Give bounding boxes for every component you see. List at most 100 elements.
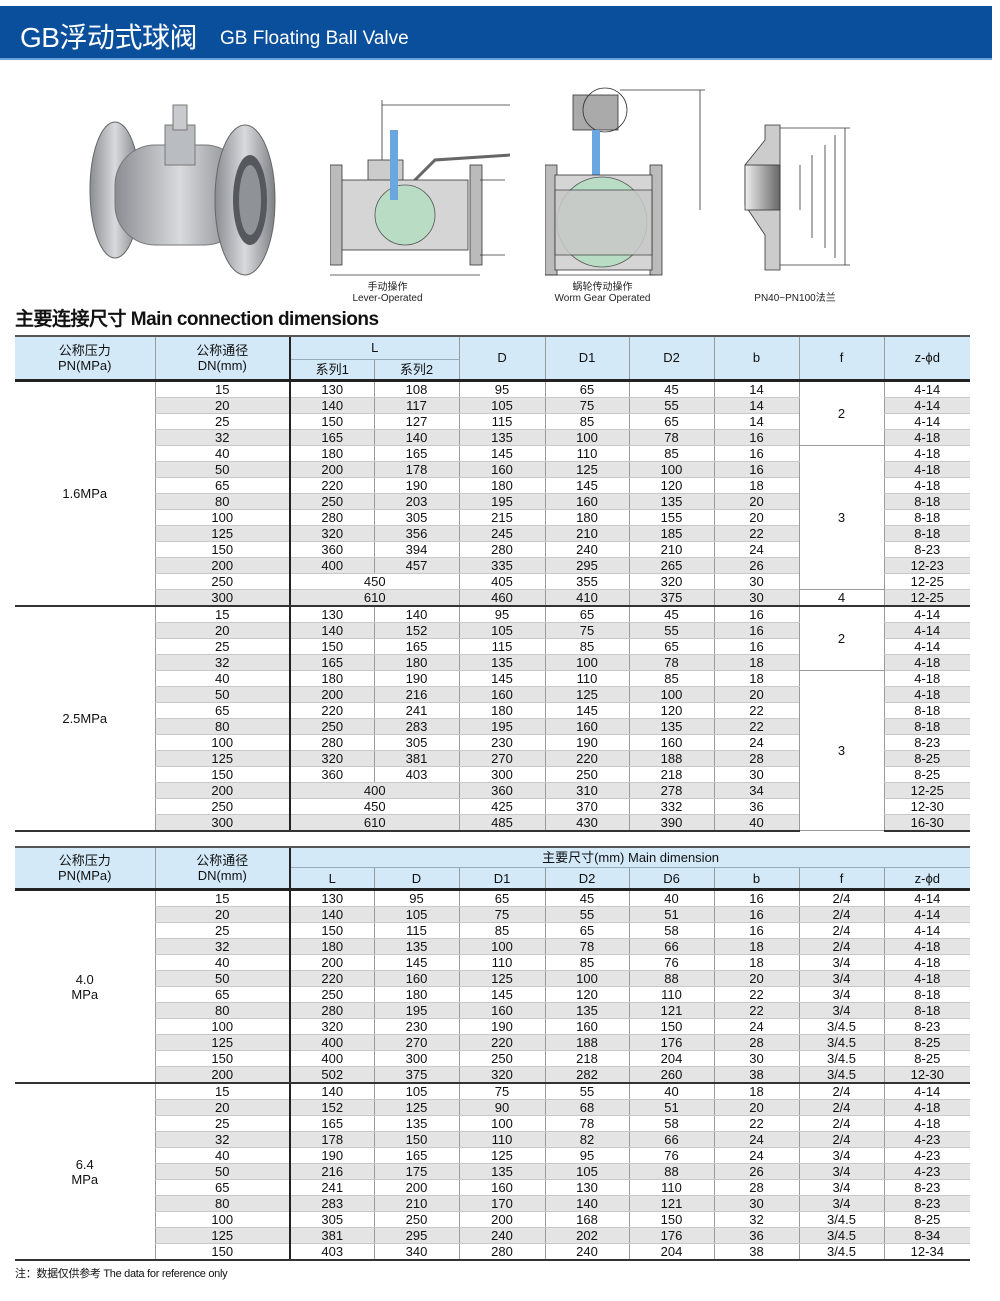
- l-cell: 190: [289, 1147, 374, 1164]
- d2-cell: 185: [628, 525, 715, 542]
- d1-cell: 110: [458, 1131, 545, 1148]
- b-cell: 24: [713, 1018, 799, 1035]
- z-phi-d-cell: 4-23: [883, 1131, 971, 1148]
- dn-cell: 80: [154, 1195, 290, 1212]
- d-cell: 145: [458, 670, 546, 687]
- d-cell: 195: [373, 1002, 459, 1019]
- b-cell: 16: [713, 604, 800, 623]
- z-phi-d-cell: 4-18: [883, 938, 971, 955]
- pressure-cell: 1.6MPa: [15, 380, 155, 607]
- table-row: 80 250 283 195 160 135 22 8-18: [15, 718, 971, 735]
- d2-cell: 390: [628, 814, 715, 832]
- table-row: 25 165 135 100 78 58 22 2/4 4-18: [15, 1115, 971, 1132]
- header-pn: 公称压力 PN(MPa): [15, 335, 155, 382]
- d1-cell: 280: [458, 1243, 545, 1261]
- z-phi-d-cell: 8-23: [883, 1195, 971, 1212]
- d-cell: 105: [458, 622, 546, 639]
- d2-cell: 85: [628, 670, 715, 687]
- d1-cell: 110: [544, 445, 630, 462]
- z-phi-d-cell: 4-18: [883, 970, 971, 987]
- d2-cell: 375: [628, 589, 715, 607]
- dn-cell: 25: [154, 638, 290, 655]
- lever-operated-drawing: [330, 100, 510, 276]
- b-cell: 30: [713, 1195, 799, 1212]
- f-cell: 3/4: [798, 1163, 884, 1180]
- b-cell: 24: [713, 541, 800, 558]
- l-series2-cell: 140: [373, 429, 460, 446]
- d-cell: 295: [373, 1227, 459, 1244]
- d1-cell: 220: [544, 750, 630, 767]
- d1-cell: 100: [544, 429, 630, 446]
- table-row: 20 140 105 75 55 51 16 2/4 4-14: [15, 906, 971, 923]
- d6-cell: 110: [628, 1179, 714, 1196]
- l-series2-cell: 283: [373, 718, 460, 735]
- d1-cell: 190: [458, 1018, 545, 1035]
- b-cell: 30: [713, 573, 800, 590]
- d1-cell: 75: [544, 622, 630, 639]
- dn-cell: 40: [154, 954, 290, 971]
- l-cell: 241: [289, 1179, 374, 1196]
- d1-cell: 160: [544, 718, 630, 735]
- dn-cell: 20: [154, 906, 290, 923]
- dn-cell: 250: [154, 573, 290, 590]
- table-row: 50 216 175 135 105 88 26 3/4 4-23: [15, 1163, 971, 1180]
- d-cell: 405: [458, 573, 546, 590]
- f-cell: 3/4.5: [798, 1066, 884, 1084]
- dn-cell: 125: [154, 1034, 290, 1051]
- l-series1-cell: 200: [289, 686, 374, 703]
- dimensions-table-pn16-25: 公称压力 PN(MPa) 公称通径 DN(mm) L D D1 D2 b f z…: [15, 335, 971, 832]
- d1-cell: 125: [544, 686, 630, 703]
- z-phi-d-cell: 4-18: [883, 429, 971, 446]
- table-row: 100 305 250 200 168 150 32 3/4.5 8-25: [15, 1211, 971, 1228]
- d-cell: 105: [458, 397, 546, 414]
- l-cell: 400: [288, 782, 460, 799]
- f-cell: 2: [798, 380, 885, 446]
- z-phi-d-cell: 8-18: [883, 986, 971, 1003]
- table-row: 25 150 165 115 85 65 16 4-14: [15, 638, 971, 655]
- d2-cell: 65: [544, 922, 629, 939]
- l-series2-cell: 356: [373, 525, 460, 542]
- b-cell: 30: [713, 1050, 799, 1067]
- table-row: 1.6MPa 15 130 108 95 65 45 14 2 4-14: [15, 380, 971, 607]
- b-cell: 20: [713, 686, 800, 703]
- header-pn: 公称压力 PN(MPa): [15, 845, 155, 891]
- dn-cell: 32: [154, 654, 290, 671]
- dn-cell: 80: [154, 1002, 290, 1019]
- d2-cell: 210: [628, 541, 715, 558]
- d6-cell: 58: [628, 1115, 714, 1132]
- d6-cell: 150: [628, 1018, 714, 1035]
- b-cell: 18: [713, 670, 800, 687]
- table-row: 65 220 190 180 145 120 18 4-18: [15, 477, 971, 494]
- table-row: 125 381 295 240 202 176 36 3/4.5 8-34: [15, 1227, 971, 1244]
- d-cell: 195: [458, 493, 546, 510]
- table-row: 50 220 160 125 100 88 20 3/4 4-18: [15, 970, 971, 987]
- d2-cell: 45: [628, 380, 715, 398]
- table-row: 65 250 180 145 120 110 22 3/4 8-18: [15, 986, 971, 1003]
- z-phi-d-cell: 4-14: [883, 604, 971, 623]
- d2-cell: 55: [628, 622, 715, 639]
- table-row: 150 403 340 280 240 204 38 3/4.5 12-34: [15, 1243, 971, 1261]
- table-row: 32 165 140 135 100 78 16 4-18: [15, 429, 971, 446]
- dn-cell: 20: [154, 1099, 290, 1116]
- z-phi-d-cell: 4-14: [883, 1082, 971, 1100]
- d1-cell: 100: [544, 654, 630, 671]
- b-cell: 18: [713, 654, 800, 671]
- d2-cell: 78: [628, 429, 715, 446]
- d-cell: 200: [373, 1179, 459, 1196]
- z-phi-d-cell: 4-18: [883, 461, 971, 478]
- d1-cell: 145: [458, 986, 545, 1003]
- l-series1-cell: 320: [289, 750, 374, 767]
- d2-cell: 55: [544, 1082, 629, 1100]
- l-series1-cell: 140: [289, 622, 374, 639]
- d2-cell: 78: [544, 938, 629, 955]
- f-cell: 2/4: [798, 1131, 884, 1148]
- z-phi-d-cell: 4-14: [883, 622, 971, 639]
- d6-cell: 51: [628, 1099, 714, 1116]
- z-phi-d-cell: 12-34: [883, 1243, 971, 1261]
- z-phi-d-cell: 8-25: [883, 1211, 971, 1228]
- header-col-5: b: [713, 867, 799, 891]
- f-cell: 3/4: [798, 954, 884, 971]
- dn-cell: 125: [154, 525, 290, 542]
- z-phi-d-cell: 4-18: [883, 1115, 971, 1132]
- d1-cell: 100: [458, 1115, 545, 1132]
